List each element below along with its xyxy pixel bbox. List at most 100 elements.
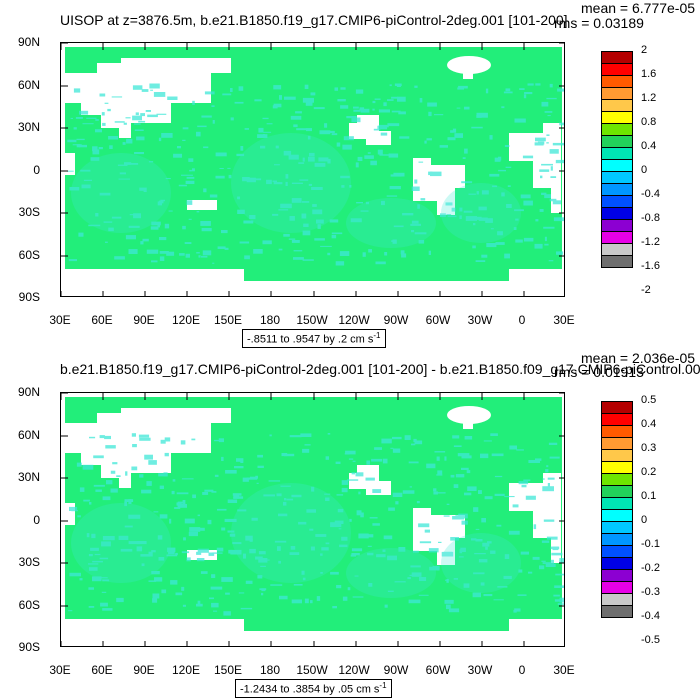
anomaly-patch <box>490 550 496 554</box>
legend-label: -0.4 <box>641 610 660 622</box>
anomaly-patch <box>138 434 150 438</box>
anomaly-patch <box>178 184 187 187</box>
anomaly-patch <box>446 604 451 610</box>
anomaly-patch <box>408 599 421 604</box>
anomaly-patch <box>157 201 162 206</box>
land-africa-west <box>65 503 75 525</box>
anomaly-patch <box>244 128 249 130</box>
anomaly-patch <box>124 525 133 528</box>
anomaly-patch <box>181 478 194 480</box>
anomaly-patch <box>559 122 564 126</box>
land-asia <box>65 408 231 488</box>
anomaly-region <box>231 133 351 233</box>
anomaly-patch <box>367 545 372 547</box>
anomaly-patch <box>478 490 482 494</box>
anomaly-patch <box>365 201 369 205</box>
legend-label: -1.2 <box>641 236 660 248</box>
anomaly-patch <box>114 256 125 260</box>
anomaly-patch <box>552 200 561 205</box>
land-africa-west <box>65 153 75 175</box>
anomaly-patch <box>305 101 313 106</box>
anomaly-patch <box>549 456 560 459</box>
anomaly-patch <box>546 97 557 100</box>
anomaly-patch <box>202 492 209 495</box>
anomaly-patch <box>545 563 556 567</box>
anomaly-patch <box>478 217 488 221</box>
anomaly-patch <box>398 111 406 115</box>
anomaly-patch <box>301 213 307 219</box>
legend-swatch <box>601 449 633 461</box>
anomaly-patch <box>95 129 102 133</box>
anomaly-patch <box>316 596 321 601</box>
anomaly-patch <box>99 557 109 560</box>
legend-swatch <box>601 243 633 255</box>
anomaly-patch <box>79 110 89 115</box>
anomaly-patch <box>124 501 127 507</box>
anomaly-patch <box>381 200 385 206</box>
ocean-field-south <box>244 269 509 281</box>
anomaly-patch <box>364 155 374 159</box>
anomaly-patch <box>539 209 544 212</box>
legend-label: -0.8 <box>641 212 660 224</box>
legend-swatch <box>601 195 633 207</box>
anomaly-patch <box>197 514 200 517</box>
anomaly-patch <box>434 114 444 116</box>
anomaly-patch <box>327 158 331 164</box>
anomaly-patch <box>428 111 432 117</box>
anomaly-patch <box>148 161 154 163</box>
anomaly-patch <box>448 608 460 613</box>
anomaly-patch <box>132 115 142 121</box>
legend-swatch <box>601 497 633 509</box>
anomaly-patch <box>334 87 338 91</box>
anomaly-patch <box>139 187 147 191</box>
anomaly-patch <box>428 548 439 553</box>
lat-label: 60S <box>18 248 40 262</box>
anomaly-patch <box>312 204 317 207</box>
anomaly-patch <box>291 599 302 604</box>
map-plot <box>60 42 565 297</box>
anomaly-patch <box>331 133 338 136</box>
anomaly-patch <box>494 157 501 162</box>
anomaly-patch <box>476 112 488 118</box>
anomaly-patch <box>338 528 342 530</box>
anomaly-patch <box>513 227 517 230</box>
anomaly-patch <box>303 223 309 227</box>
legend-swatch <box>601 51 633 63</box>
anomaly-patch <box>554 599 564 602</box>
anomaly-patch <box>549 83 553 88</box>
anomaly-patch <box>539 169 550 172</box>
anomaly-patch <box>473 223 476 226</box>
anomaly-patch <box>464 492 472 496</box>
anomaly-patch <box>337 508 344 513</box>
anomaly-patch <box>342 144 352 150</box>
lat-label: 0 <box>33 513 40 527</box>
anomaly-patch <box>480 453 489 459</box>
anomaly-patch <box>258 558 268 563</box>
anomaly-patch <box>314 162 326 167</box>
anomaly-patch <box>339 251 350 256</box>
anomaly-patch <box>102 579 110 582</box>
anomaly-patch <box>161 133 173 138</box>
anomaly-patch <box>409 574 417 576</box>
anomaly-patch <box>414 440 423 445</box>
anomaly-patch <box>212 552 223 554</box>
anomaly-patch <box>99 192 111 196</box>
anomaly-patch <box>277 546 281 551</box>
anomaly-patch <box>360 210 369 212</box>
legend-label: 0.2 <box>641 466 657 478</box>
lat-label: 30N <box>17 470 40 484</box>
anomaly-patch <box>283 233 290 237</box>
anomaly-patch <box>321 547 329 551</box>
legend-swatch <box>601 509 633 521</box>
anomaly-patch <box>394 83 402 86</box>
lat-label: 90N <box>17 35 40 49</box>
anomaly-patch <box>68 259 77 262</box>
anomaly-patch <box>266 179 272 185</box>
anomaly-patch <box>388 507 395 511</box>
legend-swatch <box>601 569 633 581</box>
anomaly-patch <box>372 523 380 526</box>
anomaly-patch <box>353 109 361 112</box>
legend-swatch <box>601 425 633 437</box>
anomaly-patch <box>102 122 106 126</box>
anomaly-patch <box>534 142 544 146</box>
